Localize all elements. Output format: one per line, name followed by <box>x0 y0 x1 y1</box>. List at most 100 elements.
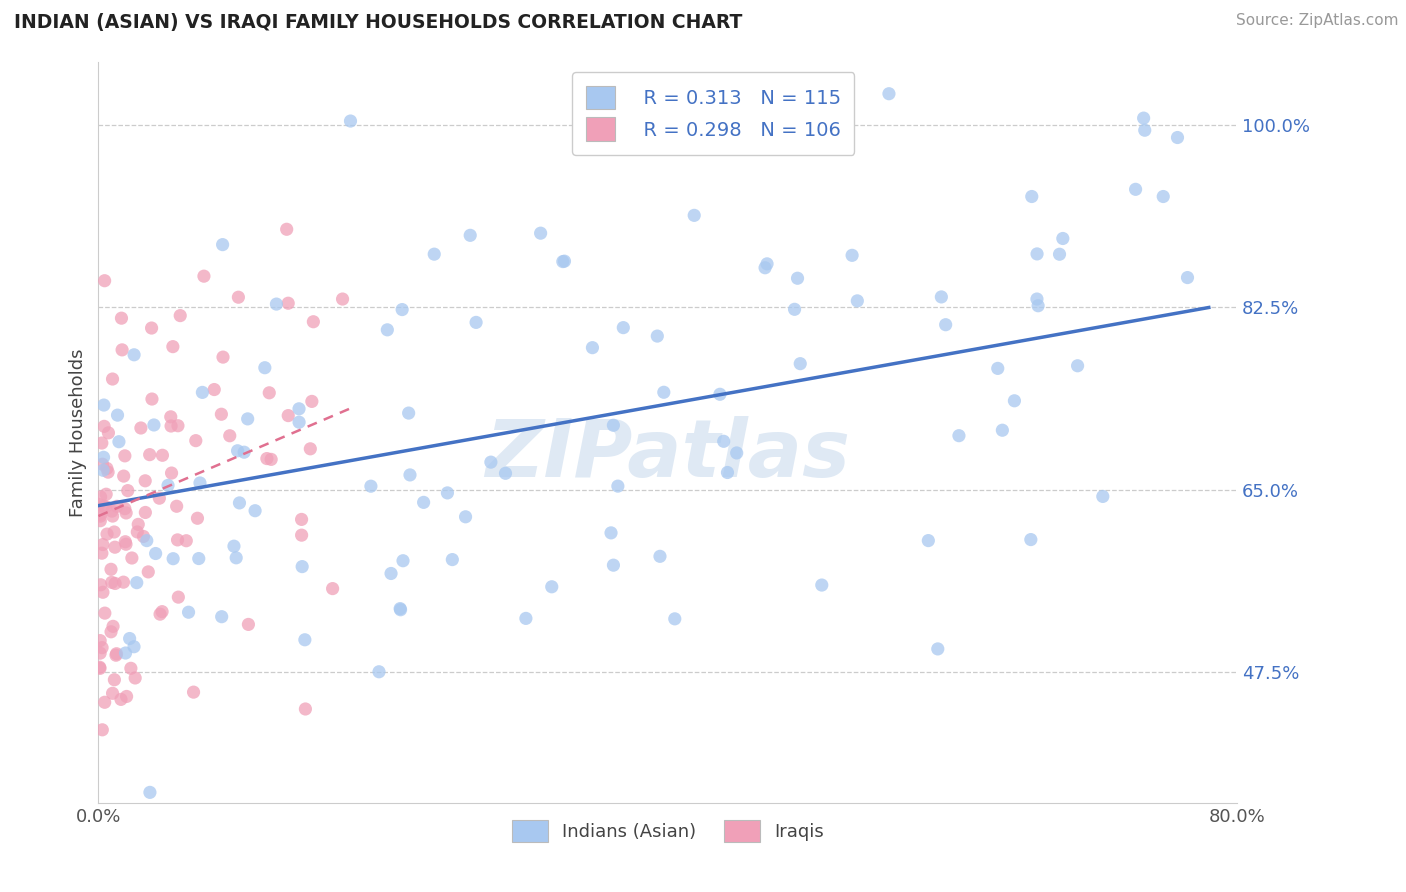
Point <box>191 385 214 400</box>
Point <box>100 624 122 639</box>
Point <box>380 566 402 581</box>
Point <box>89 509 111 524</box>
Point <box>412 495 434 509</box>
Point <box>1026 292 1049 306</box>
Point <box>1177 270 1199 285</box>
Point <box>91 463 114 477</box>
Point <box>103 524 125 539</box>
Point <box>725 446 748 460</box>
Point <box>1019 533 1042 547</box>
Point <box>225 550 247 565</box>
Point <box>91 537 114 551</box>
Point <box>114 534 136 549</box>
Point <box>93 419 115 434</box>
Point <box>1152 189 1174 203</box>
Point <box>150 605 173 619</box>
Point <box>454 509 477 524</box>
Point <box>101 619 124 633</box>
Point <box>841 248 863 262</box>
Point <box>186 511 208 525</box>
Point <box>136 565 159 579</box>
Point <box>756 257 779 271</box>
Point <box>233 445 256 459</box>
Point <box>299 442 322 456</box>
Point <box>243 504 266 518</box>
Point <box>260 452 283 467</box>
Point <box>91 585 114 599</box>
Point <box>754 260 776 275</box>
Point <box>115 537 138 551</box>
Point <box>917 533 939 548</box>
Point <box>127 517 149 532</box>
Point <box>716 466 738 480</box>
Point <box>89 633 111 648</box>
Point <box>152 448 174 462</box>
Point <box>112 469 135 483</box>
Point <box>1026 247 1049 261</box>
Text: Source: ZipAtlas.com: Source: ZipAtlas.com <box>1236 13 1399 29</box>
Point <box>97 465 120 479</box>
Point <box>91 457 114 471</box>
Point <box>530 226 553 240</box>
Point <box>139 785 162 799</box>
Point <box>141 392 163 406</box>
Point <box>1125 182 1147 196</box>
Point <box>1091 490 1114 504</box>
Text: INDIAN (ASIAN) VS IRAQI FAMILY HOUSEHOLDS CORRELATION CHART: INDIAN (ASIAN) VS IRAQI FAMILY HOUSEHOLD… <box>14 13 742 32</box>
Point <box>141 321 163 335</box>
Point <box>1052 231 1074 245</box>
Point <box>1002 393 1025 408</box>
Point <box>389 603 412 617</box>
Point <box>167 418 190 433</box>
Point <box>600 525 623 540</box>
Point <box>436 486 458 500</box>
Point <box>301 394 323 409</box>
Point <box>228 290 250 304</box>
Point <box>441 552 464 566</box>
Point <box>149 607 172 622</box>
Point <box>160 466 183 480</box>
Point <box>138 448 160 462</box>
Point <box>495 467 517 481</box>
Point <box>129 421 152 435</box>
Point <box>90 578 112 592</box>
Point <box>110 692 132 706</box>
Point <box>111 343 134 357</box>
Point <box>647 329 669 343</box>
Point <box>1133 123 1156 137</box>
Point <box>93 450 115 465</box>
Point <box>877 87 900 101</box>
Point <box>553 254 575 268</box>
Point <box>124 671 146 685</box>
Point <box>1026 299 1049 313</box>
Point <box>368 665 391 679</box>
Point <box>93 398 115 412</box>
Point <box>114 646 136 660</box>
Point <box>89 514 111 528</box>
Point <box>339 114 361 128</box>
Point <box>212 350 235 364</box>
Point <box>89 660 111 674</box>
Point <box>398 406 420 420</box>
Point <box>125 575 148 590</box>
Point <box>94 500 117 514</box>
Point <box>183 685 205 699</box>
Point <box>810 578 832 592</box>
Point <box>294 632 316 647</box>
Point <box>127 524 149 539</box>
Point <box>1166 130 1188 145</box>
Point <box>115 506 138 520</box>
Point <box>107 408 129 422</box>
Point <box>786 271 808 285</box>
Point <box>465 315 488 329</box>
Point <box>118 632 141 646</box>
Point <box>93 274 115 288</box>
Point <box>392 554 415 568</box>
Point <box>101 509 124 524</box>
Point <box>1021 189 1043 203</box>
Point <box>94 606 117 620</box>
Point <box>188 475 211 490</box>
Point <box>160 419 183 434</box>
Point <box>100 575 122 590</box>
Point <box>399 467 422 482</box>
